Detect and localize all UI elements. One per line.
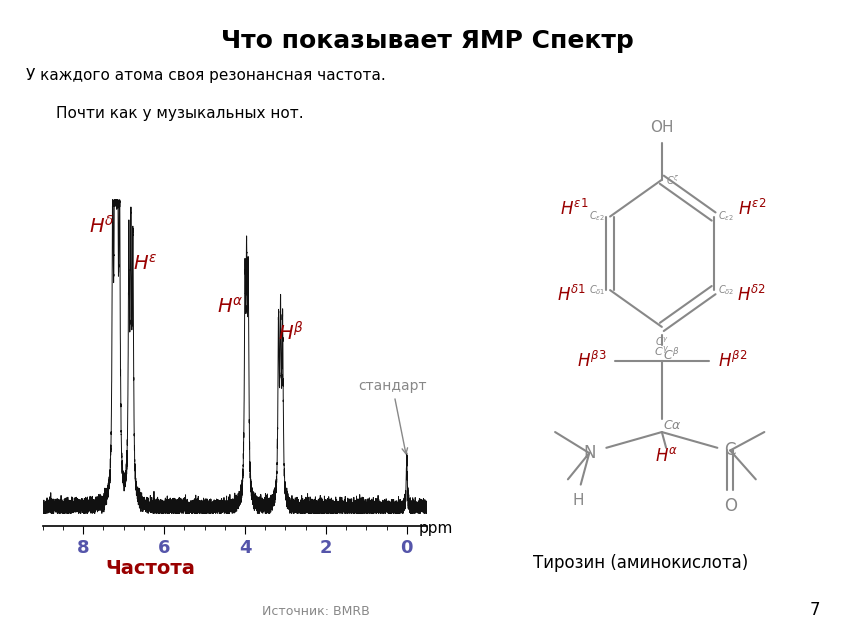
Text: Что показывает ЯМР Спектр: Что показывает ЯМР Спектр bbox=[220, 29, 633, 53]
Text: $C^\beta$: $C^\beta$ bbox=[662, 347, 679, 363]
Text: $C^\gamma$: $C^\gamma$ bbox=[653, 344, 669, 358]
Text: H: H bbox=[572, 493, 583, 508]
Text: $H^{\varepsilon 2}$: $H^{\varepsilon 2}$ bbox=[737, 199, 765, 219]
Text: $H^{\beta 2}$: $H^{\beta 2}$ bbox=[717, 351, 746, 372]
Text: 7: 7 bbox=[809, 601, 819, 619]
Text: $H^\beta$: $H^\beta$ bbox=[278, 321, 305, 344]
Text: $H^{\delta 2}$: $H^{\delta 2}$ bbox=[737, 285, 766, 305]
Text: $H^{\varepsilon 1}$: $H^{\varepsilon 1}$ bbox=[559, 199, 588, 219]
Text: Почти как у музыкальных нот.: Почти как у музыкальных нот. bbox=[56, 106, 304, 121]
Text: C: C bbox=[723, 442, 735, 460]
Text: $C_{\varepsilon 2}$: $C_{\varepsilon 2}$ bbox=[717, 210, 734, 224]
Text: $H^\varepsilon$: $H^\varepsilon$ bbox=[133, 254, 158, 274]
Text: $H^\alpha$: $H^\alpha$ bbox=[218, 297, 244, 317]
Text: ppm: ppm bbox=[419, 521, 453, 536]
Text: O: O bbox=[722, 497, 736, 515]
Text: $C_{\varepsilon 2}$: $C_{\varepsilon 2}$ bbox=[589, 210, 605, 224]
Text: У каждого атома своя резонансная частота.: У каждого атома своя резонансная частота… bbox=[26, 68, 385, 83]
Text: N: N bbox=[583, 444, 595, 462]
Text: $H^\alpha$: $H^\alpha$ bbox=[653, 447, 677, 465]
Text: $C^\gamma$: $C^\gamma$ bbox=[654, 335, 668, 348]
Text: $C^\zeta$: $C^\zeta$ bbox=[665, 173, 678, 187]
Text: Тирозин (аминокислота): Тирозин (аминокислота) bbox=[532, 554, 747, 572]
Text: OH: OH bbox=[649, 120, 673, 135]
Text: $H^{\beta 3}$: $H^{\beta 3}$ bbox=[576, 351, 606, 372]
Text: стандарт: стандарт bbox=[357, 379, 426, 454]
Text: $C_{\delta 1}$: $C_{\delta 1}$ bbox=[589, 283, 605, 297]
Text: Источник: BMRB: Источник: BMRB bbox=[262, 605, 369, 619]
Text: Частота: Частота bbox=[105, 559, 195, 578]
Text: $H^{\delta 1}$: $H^{\delta 1}$ bbox=[556, 285, 585, 305]
Text: $C\alpha$: $C\alpha$ bbox=[662, 419, 682, 432]
Text: $H^\delta$: $H^\delta$ bbox=[89, 215, 114, 237]
Text: $C_{\delta 2}$: $C_{\delta 2}$ bbox=[717, 283, 734, 297]
